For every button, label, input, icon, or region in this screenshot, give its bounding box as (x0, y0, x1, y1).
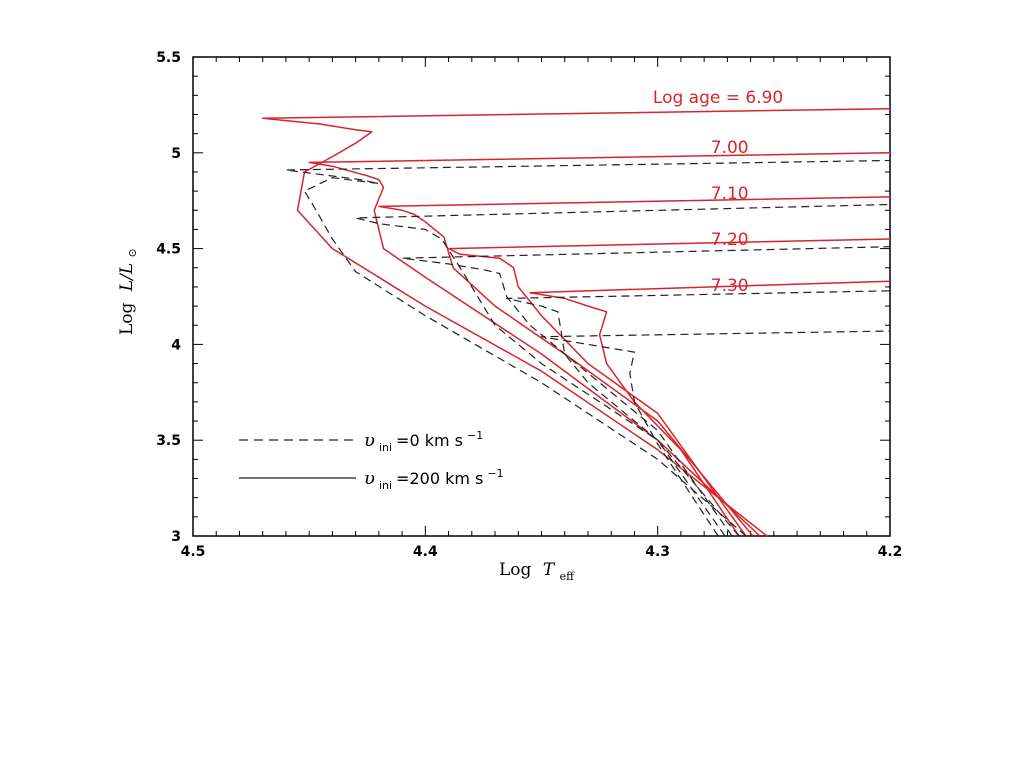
plot-frame (192, 56, 891, 537)
y-axis-title: Log L/L ⊙ (117, 248, 139, 335)
y-tick-label: 5.5 (156, 50, 181, 66)
legend-solid-text: =200 km s (396, 469, 483, 488)
age-label-1: 7.00 (711, 138, 749, 158)
isochrone-rotating-3 (447, 238, 891, 537)
legend-solid-symbol: υ (364, 468, 375, 489)
legend-dashed-sub: ini (379, 441, 392, 454)
isochrone-nonrotating-5 (285, 159, 891, 537)
legend-solid-sub: ini (379, 479, 392, 492)
x-axis-title-symbol: T (543, 560, 556, 580)
y-tick-label: 3 (171, 529, 181, 545)
legend-solid-label: υ ini =200 km s −1 (364, 467, 504, 493)
isochrone-nonrotating-7 (401, 246, 891, 537)
legend: υ ini =0 km s −1 υ ini =200 km s −1 (239, 429, 504, 493)
axis-tick-labels: 4.5 4.4 4.3 4.2 3 3.5 4 4.5 5 5.5 (156, 50, 902, 560)
legend-dashed-label: υ ini =0 km s −1 (364, 429, 483, 455)
legend-dashed-text: =0 km s (396, 431, 463, 450)
age-label-4: 7.30 (711, 276, 749, 296)
y-tick-label: 4.5 (156, 242, 181, 258)
y-axis-title-main: Log (117, 302, 137, 335)
x-tick-label: 4.3 (645, 544, 670, 560)
isochrone-rotating-4 (529, 280, 891, 537)
legend-solid-exp: −1 (487, 467, 503, 480)
age-label-2: 7.10 (711, 184, 749, 204)
y-tick-label: 4 (171, 337, 181, 353)
isochrone-nonrotating-9 (540, 330, 891, 537)
legend-dashed-symbol: υ (364, 430, 375, 451)
axis-ticks (192, 56, 891, 537)
y-axis-title-symbol: L/L (117, 263, 137, 292)
y-tick-label: 3.5 (156, 433, 181, 449)
y-axis-title-sun: ⊙ (126, 248, 139, 257)
x-axis-title-main: Log (499, 560, 532, 580)
x-tick-label: 4.4 (413, 544, 438, 560)
isochrone-nonrotating-8 (506, 290, 891, 537)
isochrone-rotating-2 (378, 196, 891, 537)
isochrone-rotating-1 (308, 152, 891, 537)
x-tick-label: 4.5 (181, 544, 206, 560)
x-tick-label: 4.2 (878, 544, 903, 560)
age-label-3: 7.20 (711, 230, 749, 250)
legend-dashed-exp: −1 (467, 429, 483, 442)
series-layer (261, 107, 891, 537)
isochrone-nonrotating-6 (355, 203, 891, 537)
x-axis-title-sub: eff (560, 570, 576, 583)
y-tick-label: 5 (171, 146, 181, 162)
age-annotations: Log age = 6.90 7.00 7.10 7.20 7.30 (653, 88, 783, 296)
age-label-0: Log age = 6.90 (653, 88, 783, 108)
x-axis-title: Log T eff (499, 560, 575, 583)
